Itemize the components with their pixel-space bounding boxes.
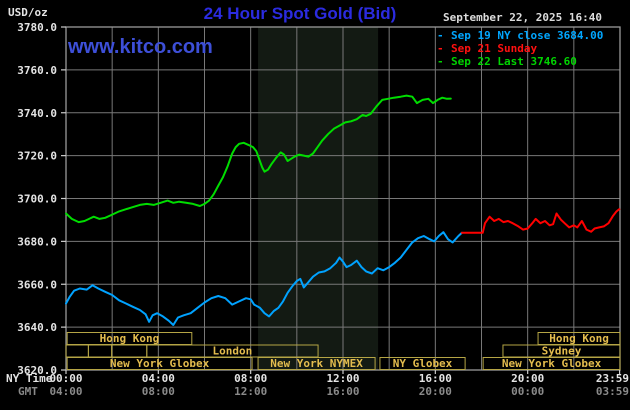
x-axis-ny-tick-label: 08:00 [234,372,267,385]
chart-datetime: September 22, 2025 16:40 [443,11,602,24]
legend-item-sep19: - Sep 19 NY close 3684.00 [437,29,603,42]
session-label: London [213,345,253,358]
y-axis-tick-label: 3700.0 [17,193,57,206]
x-axis-ny-tick-label: 12:00 [326,372,359,385]
session-box [482,357,621,370]
y-axis-tick-label: 3720.0 [17,150,57,163]
y-axis-tick-label: 3640.0 [17,321,57,334]
x-axis-ny-tick-label: 23:59 [596,372,629,385]
legend-dash-icon: - [437,42,444,55]
y-axis-unit-label: USD/oz [8,6,48,19]
x-axis-gmt-tick-label: 04:00 [49,385,82,398]
x-axis-ny-tick-label: 16:00 [419,372,452,385]
chart-title: 24 Hour Spot Gold (Bid) [203,4,397,23]
y-axis-tick-label: 3680.0 [17,235,57,248]
session-label: Sydney [542,345,582,358]
legend-dash-icon: - [437,29,444,42]
legend-label: Sep 22 Last 3746.60 [451,55,577,68]
x-axis-gmt-tick-label: 08:00 [142,385,175,398]
x-axis-gmt-label: GMT [18,385,38,398]
session-box [65,344,89,358]
x-axis-gmt-tick-label: 12:00 [234,385,267,398]
session-label: Hong Kong [549,332,609,345]
x-axis-gmt-tick-label: 03:59 [596,385,629,398]
y-axis-tick-label: 3620.0 [17,364,57,377]
price-line-sep-22-last [65,94,452,224]
x-axis-gmt-tick-label: 16:00 [326,385,359,398]
session-label: New York Globex [502,357,602,370]
y-axis-tick-label: 3760.0 [17,64,57,77]
legend-item-sep22: - Sep 22 Last 3746.60 [437,55,603,68]
session-box [66,357,253,370]
y-axis-tick-label: 3780.0 [17,21,57,34]
chart-legend: - Sep 19 NY close 3684.00 - Sep 21 Sunday … [437,29,603,68]
session-label: New York Globex [110,357,210,370]
x-axis-gmt-tick-label: 00:00 [511,385,544,398]
kitco-watermark: www.kitco.com [68,36,213,58]
legend-label: Sep 19 NY close 3684.00 [451,29,604,42]
x-axis-ny-time-label: NY Time [6,372,53,385]
x-axis-ny-tick-label: 00:00 [49,372,82,385]
session-label: New York NYMEX [270,357,363,370]
y-axis-tick-label: 3740.0 [17,107,57,120]
price-line-sep-19-ny-close [65,231,463,326]
legend-item-sep21: - Sep 21 Sunday [437,42,603,55]
y-axis-tick-label: 3660.0 [17,278,57,291]
session-label: NY Globex [393,357,453,370]
session-box [111,344,148,358]
price-line-sep-21-sunday [460,208,621,234]
session-box [87,344,113,358]
session-box [379,357,466,370]
x-axis-ny-tick-label: 04:00 [142,372,175,385]
session-label: Hong Kong [100,332,160,345]
session-box [257,357,376,370]
x-axis-ny-tick-label: 20:00 [511,372,544,385]
x-axis-gmt-tick-label: 20:00 [419,385,452,398]
legend-label: Sep 21 Sunday [451,42,538,55]
legend-dash-icon: - [437,55,444,68]
